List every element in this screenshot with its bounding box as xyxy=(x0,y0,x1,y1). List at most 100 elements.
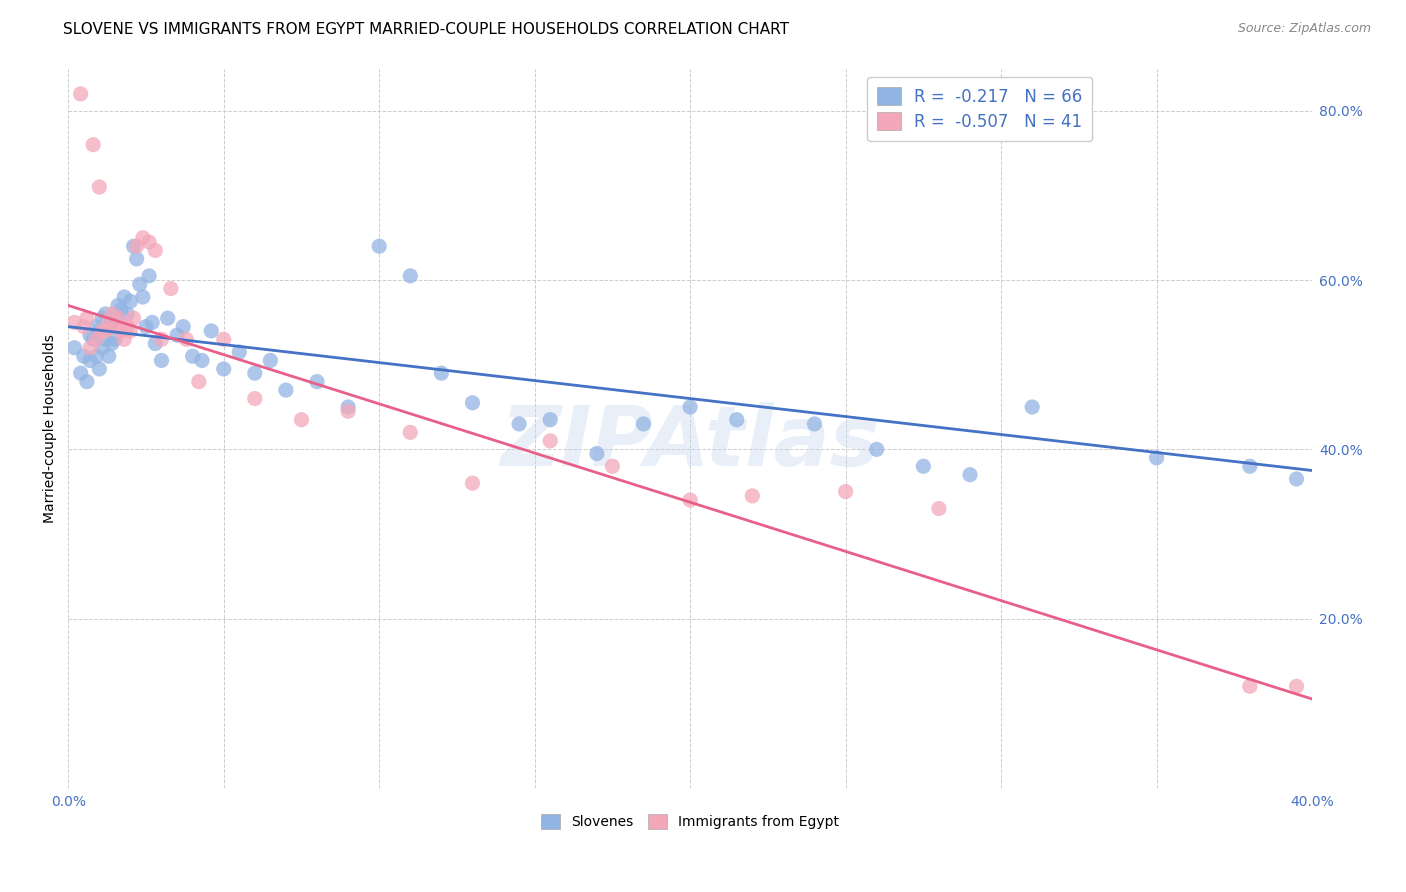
Point xyxy=(79,353,101,368)
Point xyxy=(89,180,111,194)
Point xyxy=(1285,472,1308,486)
Point xyxy=(69,366,91,380)
Point xyxy=(803,417,825,431)
Point xyxy=(1239,679,1261,693)
Point xyxy=(100,315,122,329)
Point xyxy=(337,400,360,414)
Point xyxy=(112,332,135,346)
Legend: Slovenes, Immigrants from Egypt: Slovenes, Immigrants from Egypt xyxy=(536,808,845,835)
Point xyxy=(243,392,266,406)
Point xyxy=(866,442,889,457)
Point xyxy=(73,349,96,363)
Point xyxy=(73,319,96,334)
Point xyxy=(399,268,422,283)
Point xyxy=(107,311,129,326)
Point xyxy=(97,315,120,329)
Point xyxy=(107,298,129,312)
Point xyxy=(100,307,122,321)
Point xyxy=(181,349,204,363)
Point xyxy=(89,324,111,338)
Point xyxy=(399,425,422,440)
Point xyxy=(89,362,111,376)
Point xyxy=(110,302,132,317)
Point xyxy=(679,493,702,508)
Point xyxy=(138,235,160,249)
Point xyxy=(143,336,166,351)
Point xyxy=(91,311,114,326)
Point xyxy=(1021,400,1043,414)
Point xyxy=(104,319,127,334)
Text: ZIPAtlas: ZIPAtlas xyxy=(501,402,880,483)
Point xyxy=(91,324,114,338)
Point xyxy=(538,434,561,448)
Point xyxy=(150,353,173,368)
Point xyxy=(69,87,91,101)
Point xyxy=(176,332,198,346)
Point xyxy=(212,362,235,376)
Point xyxy=(97,349,120,363)
Text: Source: ZipAtlas.com: Source: ZipAtlas.com xyxy=(1237,22,1371,36)
Point xyxy=(741,489,763,503)
Point xyxy=(679,400,702,414)
Point xyxy=(100,336,122,351)
Point xyxy=(82,332,104,346)
Point xyxy=(143,244,166,258)
Point xyxy=(94,332,117,346)
Point xyxy=(122,311,145,326)
Point xyxy=(76,375,98,389)
Point xyxy=(191,353,214,368)
Point xyxy=(200,324,222,338)
Point xyxy=(172,319,194,334)
Point xyxy=(120,294,142,309)
Point xyxy=(94,307,117,321)
Point xyxy=(430,366,453,380)
Point xyxy=(725,413,748,427)
Point xyxy=(160,281,183,295)
Point xyxy=(1285,679,1308,693)
Point xyxy=(125,252,148,266)
Point xyxy=(112,290,135,304)
Point xyxy=(928,501,950,516)
Point xyxy=(1146,450,1168,465)
Point xyxy=(132,290,155,304)
Point xyxy=(337,404,360,418)
Point xyxy=(63,315,86,329)
Point xyxy=(228,345,250,359)
Point xyxy=(602,459,624,474)
Point xyxy=(187,375,209,389)
Point xyxy=(104,311,127,326)
Text: SLOVENE VS IMMIGRANTS FROM EGYPT MARRIED-COUPLE HOUSEHOLDS CORRELATION CHART: SLOVENE VS IMMIGRANTS FROM EGYPT MARRIED… xyxy=(63,22,789,37)
Point xyxy=(259,353,281,368)
Point xyxy=(586,446,609,460)
Point xyxy=(912,459,935,474)
Point xyxy=(125,239,148,253)
Point xyxy=(305,375,328,389)
Point xyxy=(63,341,86,355)
Point xyxy=(128,277,150,292)
Point xyxy=(461,476,484,491)
Point xyxy=(290,413,312,427)
Point xyxy=(156,311,179,326)
Point xyxy=(94,324,117,338)
Point xyxy=(461,396,484,410)
Point xyxy=(243,366,266,380)
Point xyxy=(508,417,530,431)
Point xyxy=(104,332,127,346)
Point xyxy=(141,315,163,329)
Point xyxy=(84,332,107,346)
Y-axis label: Married-couple Households: Married-couple Households xyxy=(44,334,58,523)
Point xyxy=(138,268,160,283)
Point xyxy=(538,413,561,427)
Point xyxy=(76,311,98,326)
Point xyxy=(633,417,655,431)
Point xyxy=(79,328,101,343)
Point xyxy=(117,307,139,321)
Point xyxy=(959,467,981,482)
Point xyxy=(120,324,142,338)
Point xyxy=(122,239,145,253)
Point xyxy=(79,341,101,355)
Point xyxy=(117,319,139,334)
Point xyxy=(132,231,155,245)
Point xyxy=(110,324,132,338)
Point xyxy=(97,319,120,334)
